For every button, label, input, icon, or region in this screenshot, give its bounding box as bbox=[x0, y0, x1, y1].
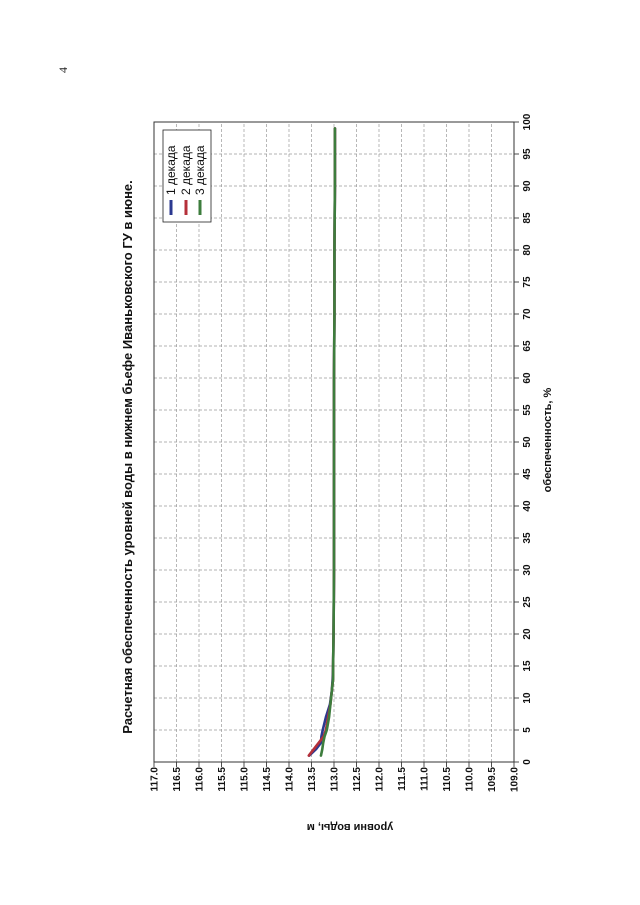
legend-item: 2 декада bbox=[179, 145, 193, 215]
x-tick-label: 5 bbox=[522, 727, 533, 733]
x-tick-label: 40 bbox=[522, 500, 533, 512]
legend-item: 1 декада bbox=[164, 145, 178, 215]
x-tick-label: 100 bbox=[522, 113, 533, 130]
y-tick-label: 113.0 bbox=[330, 767, 341, 792]
x-tick-label: 55 bbox=[522, 404, 533, 416]
x-tick-label: 50 bbox=[522, 436, 533, 448]
x-tick-label: 25 bbox=[522, 596, 533, 608]
x-tick-label: 30 bbox=[522, 564, 533, 576]
chart-title: Расчетная обеспеченность уровней воды в … bbox=[120, 180, 135, 734]
x-tick-label: 45 bbox=[522, 468, 533, 480]
y-tick-label: 113.5 bbox=[307, 767, 318, 792]
x-tick-label: 95 bbox=[522, 148, 533, 160]
y-tick-label: 111.0 bbox=[420, 767, 431, 791]
y-tick-label: 116.0 bbox=[195, 767, 206, 792]
legend-label: 1 декада bbox=[164, 145, 178, 195]
plot-frame bbox=[153, 121, 515, 763]
x-tick-label: 65 bbox=[522, 340, 533, 352]
x-tick-label: 20 bbox=[522, 628, 533, 640]
rotated-figure: 4 Расчетная обеспеченность уровней воды … bbox=[56, 67, 554, 833]
x-tick-label: 35 bbox=[522, 532, 533, 544]
y-tick-label: 112.5 bbox=[352, 767, 363, 792]
x-tick-label: 90 bbox=[522, 180, 533, 192]
legend-item: 3 декада bbox=[193, 145, 207, 215]
page-number: 4 bbox=[56, 67, 70, 73]
y-tick-label: 110.5 bbox=[442, 767, 453, 792]
y-tick-label: 111.5 bbox=[397, 767, 408, 791]
y-tick-label: 112.0 bbox=[375, 767, 386, 792]
series-line-3 bbox=[319, 127, 337, 757]
y-tick-label: 115.5 bbox=[217, 767, 228, 792]
x-axis-label: обеспеченность, % bbox=[542, 387, 554, 492]
y-tick-label: 114.0 bbox=[285, 767, 296, 792]
x-tick-label: 85 bbox=[522, 212, 533, 224]
x-tick-label: 80 bbox=[522, 244, 533, 256]
legend-box bbox=[162, 129, 212, 223]
y-axis-label: уровни воды, м bbox=[307, 821, 393, 833]
x-tick-label: 0 bbox=[522, 759, 533, 765]
x-tick-label: 70 bbox=[522, 308, 533, 320]
y-tick-label: 114.5 bbox=[262, 767, 273, 792]
y-tick-label: 116.5 bbox=[172, 767, 183, 792]
legend: 1 декада 2 декада 3 декада bbox=[162, 129, 212, 223]
y-tick-label: 109.0 bbox=[510, 767, 521, 792]
y-tick-label: 109.5 bbox=[487, 767, 498, 792]
y-tick-label: 110.0 bbox=[465, 767, 476, 792]
x-tick-label: 60 bbox=[522, 372, 533, 384]
x-tick-label: 10 bbox=[522, 692, 533, 704]
legend-label: 3 декада bbox=[193, 145, 207, 195]
x-tick-label: 75 bbox=[522, 276, 533, 288]
y-tick-label: 117.0 bbox=[150, 767, 161, 792]
legend-label: 2 декада bbox=[179, 145, 193, 195]
x-tick-label: 15 bbox=[522, 660, 533, 672]
axes: 0 5 10 15 20 25 30 35 40 45 50 55 60 65 70 75 80 85 90 95 10… bbox=[150, 113, 534, 792]
y-tick-label: 115.0 bbox=[240, 767, 251, 792]
series-lines bbox=[307, 127, 337, 757]
